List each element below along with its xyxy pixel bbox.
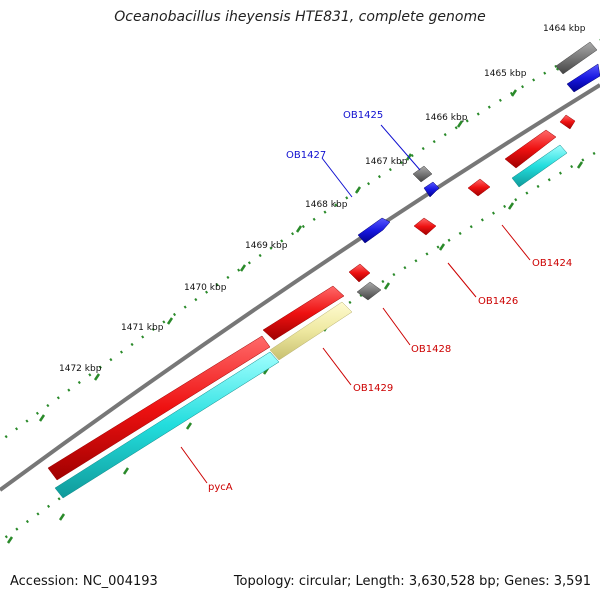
genes-label: Genes: <box>504 574 550 589</box>
gene-OB1425-feature[interactable] <box>423 181 440 198</box>
kbp-label-1464: 1464 kbp <box>543 24 586 34</box>
kbp-label-1470: 1470 kbp <box>184 283 227 293</box>
gene-label-OB1426[interactable]: OB1426 <box>478 296 518 307</box>
feature-blue-topright[interactable] <box>566 63 600 93</box>
kbp-label-1471: 1471 kbp <box>121 323 164 333</box>
feature-cyan-OB1424[interactable] <box>511 144 568 188</box>
gene-OB1426-feature[interactable] <box>413 217 437 236</box>
feature-red-small-topright[interactable] <box>559 114 576 130</box>
genome-stats: Topology: circular; Length: 3,630,528 bp… <box>234 574 591 589</box>
leader-OB1426 <box>447 262 477 298</box>
leader-OB1429 <box>322 347 352 386</box>
length-label: Length: <box>355 574 405 589</box>
genome-backbone <box>0 83 600 492</box>
accession-label: Accession: <box>10 574 79 589</box>
kbp-label-1467: 1467 kbp <box>365 157 408 167</box>
map-title: Oceanobacillus iheyensis HTE831, complet… <box>114 9 486 25</box>
inner-major-ticks <box>6 161 584 544</box>
kbp-label-1465: 1465 kbp <box>484 69 527 79</box>
gene-label-OB1425[interactable]: OB1425 <box>343 110 383 121</box>
feature-gray-topright[interactable] <box>555 41 598 75</box>
leader-pycA <box>180 446 208 484</box>
feature-red-1469[interactable] <box>348 263 371 283</box>
kbp-label-1469: 1469 kbp <box>245 241 288 251</box>
leader-OB1424 <box>501 224 531 261</box>
feature-yellow-OB1429[interactable] <box>269 301 353 361</box>
gene-OB1428-feature[interactable] <box>356 281 382 301</box>
feature-red-1466[interactable] <box>467 178 491 197</box>
accession-value: NC_004193 <box>82 574 158 589</box>
leader-OB1427 <box>321 157 353 198</box>
topology-value: circular; <box>298 574 352 589</box>
gene-label-OB1429[interactable]: OB1429 <box>353 383 393 394</box>
accession-info: Accession: NC_004193 <box>10 574 158 589</box>
outer-major-ticks <box>38 63 563 422</box>
gene-label-pycA[interactable]: pycA <box>208 482 233 493</box>
leader-OB1425 <box>380 124 421 171</box>
length-value: 3,630,528 bp; <box>408 574 501 589</box>
gene-label-OB1427[interactable]: OB1427 <box>286 150 326 161</box>
gene-label-OB1424[interactable]: OB1424 <box>532 258 572 269</box>
kbp-label-1472: 1472 kbp <box>59 364 102 374</box>
outer-scale-ring <box>0 38 600 443</box>
gene-OB1429-feature[interactable] <box>262 285 345 341</box>
genes-value: 3,591 <box>553 574 591 589</box>
kbp-label-1466: 1466 kbp <box>425 113 468 123</box>
feature-gray-1467[interactable] <box>412 165 433 183</box>
topology-label: Topology: <box>233 574 295 589</box>
kbp-label-1468: 1468 kbp <box>305 200 348 210</box>
feature-cyan-pycA[interactable] <box>54 351 280 499</box>
gene-label-OB1428[interactable]: OB1428 <box>411 344 451 355</box>
gene-pycA-feature[interactable] <box>47 335 271 481</box>
leader-OB1428 <box>382 307 411 346</box>
gene-OB1424-feature[interactable] <box>504 129 557 169</box>
gene-OB1427-feature[interactable] <box>357 217 391 244</box>
